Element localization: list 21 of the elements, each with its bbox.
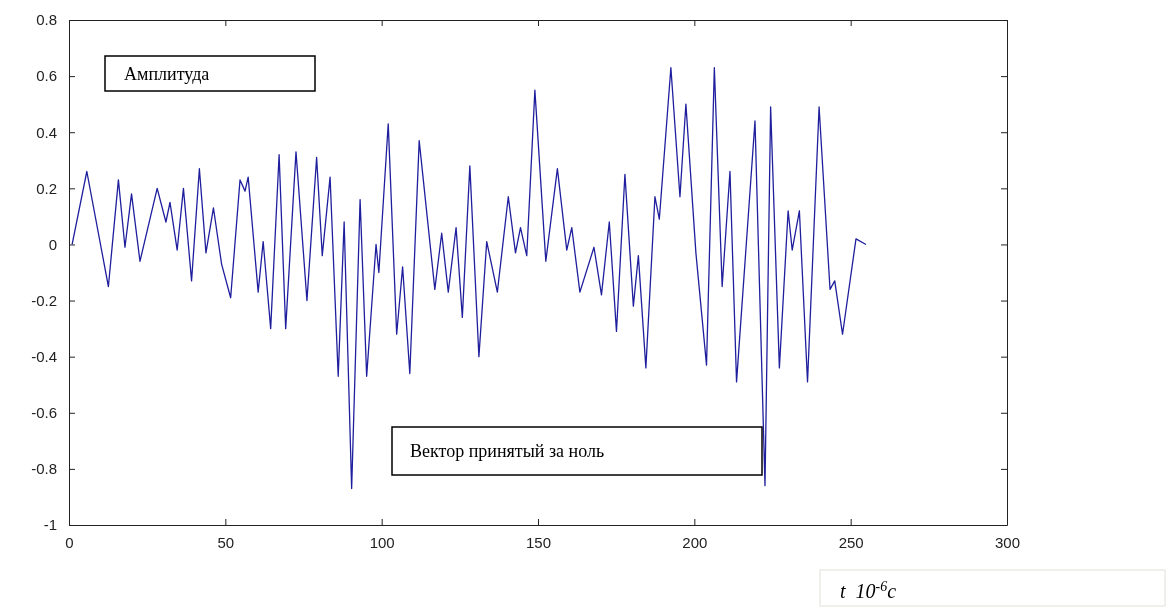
- x-tick-label: 50: [217, 533, 235, 551]
- x-tick-label: 200: [682, 533, 708, 551]
- y-tick-label: -1: [43, 516, 57, 534]
- x-tick-label: 300: [994, 533, 1021, 551]
- x-tick-label: 250: [838, 533, 864, 551]
- y-tick-label: -0.4: [31, 347, 57, 365]
- line-series: [71, 67, 867, 490]
- y-tick-label: 0.6: [36, 67, 57, 85]
- x-tick-label: 100: [369, 533, 395, 551]
- x-axis-title: t 10$^{-6}$c: [840, 578, 897, 602]
- y-tick-label: -0.8: [31, 460, 57, 478]
- y-tick-label: 0.8: [36, 11, 57, 29]
- y-tick-label: 0: [48, 235, 57, 253]
- x-tick-label: 0: [65, 533, 74, 551]
- annotation: Амплитуда: [124, 63, 210, 84]
- y-tick-label: 0.4: [36, 123, 57, 141]
- y-tick-label: -0.6: [31, 404, 57, 422]
- y-tick-label: -0.2: [31, 291, 57, 309]
- y-tick-label: 0.2: [36, 179, 57, 197]
- annotation: Вектор принятый за ноль: [410, 441, 605, 461]
- x-tick-label: 150: [525, 533, 552, 551]
